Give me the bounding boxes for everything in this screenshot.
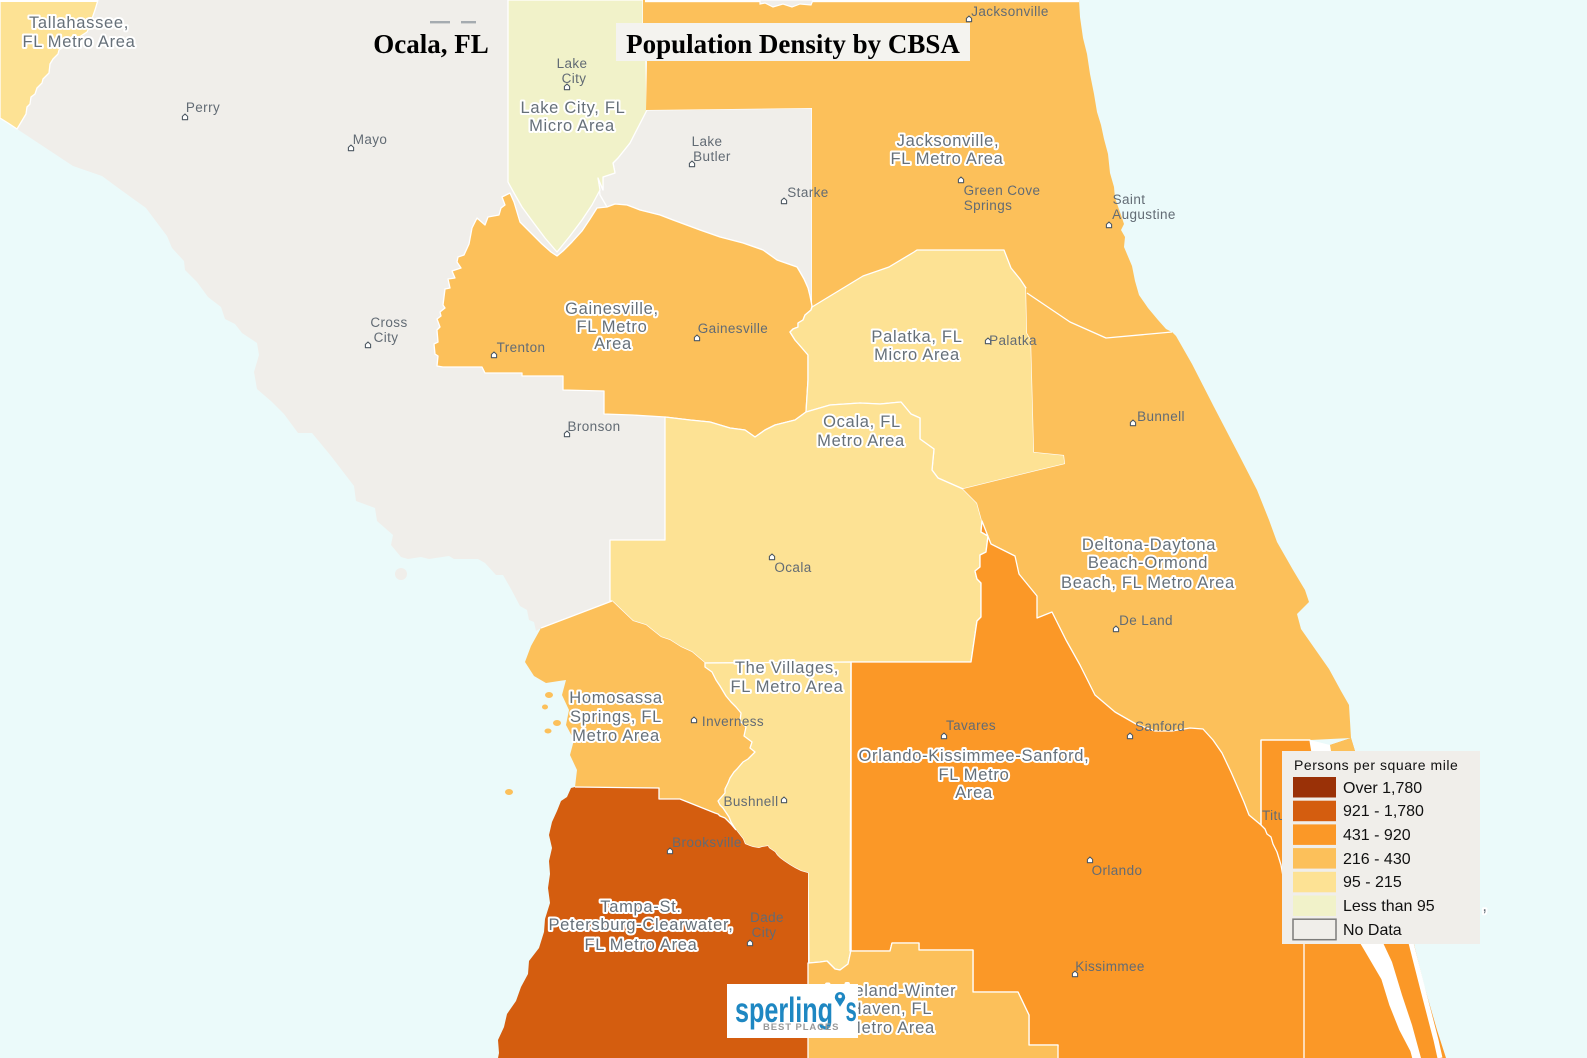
svg-text:Lake: Lake [557, 56, 588, 71]
svg-text:Over 1,780: Over 1,780 [1343, 780, 1422, 797]
svg-text:Mayo: Mayo [353, 132, 388, 147]
svg-text:Gainesville,: Gainesville, [565, 300, 659, 318]
svg-text:Palatka: Palatka [989, 333, 1037, 348]
svg-text:sperling: sperling [735, 991, 833, 1030]
svg-text:Beach-Ormond: Beach-Ormond [1088, 554, 1208, 572]
svg-text:s: s [846, 990, 857, 1029]
svg-text:FL Metro Area: FL Metro Area [22, 33, 135, 51]
svg-text:Metro Area: Metro Area [572, 727, 660, 745]
svg-text:Springs: Springs [964, 198, 1013, 213]
svg-text:Micro Area: Micro Area [529, 117, 615, 135]
svg-text:The Villages,: The Villages, [735, 659, 839, 677]
svg-text:Tampa-St.: Tampa-St. [600, 898, 682, 916]
svg-text:Springs, FL: Springs, FL [570, 708, 662, 726]
svg-text:Bunnell: Bunnell [1137, 409, 1185, 424]
svg-text:Sanford: Sanford [1135, 719, 1185, 734]
svg-text:Green Cove: Green Cove [964, 183, 1041, 198]
svg-text:Orlando: Orlando [1092, 863, 1143, 878]
svg-text:FL Metro Area: FL Metro Area [730, 678, 843, 696]
svg-text:Ocala, FL: Ocala, FL [373, 29, 489, 59]
svg-text:City: City [374, 330, 399, 345]
svg-text:FL Metro: FL Metro [938, 766, 1009, 784]
svg-text:Bushnell: Bushnell [724, 794, 779, 809]
svg-text:Perry: Perry [186, 100, 220, 115]
svg-text:City: City [752, 925, 777, 940]
svg-text:Metro Area: Metro Area [847, 1019, 935, 1037]
svg-text:216 - 430: 216 - 430 [1343, 851, 1411, 868]
svg-text:Ocala, FL: Ocala, FL [823, 413, 901, 431]
svg-text:Orlando-Kissimmee-Sanford,: Orlando-Kissimmee-Sanford, [859, 747, 1090, 765]
svg-text:Butler: Butler [693, 149, 731, 164]
svg-text:Trenton: Trenton [497, 340, 546, 355]
svg-text:Area: Area [955, 784, 993, 802]
svg-text:Persons per square mile: Persons per square mile [1294, 757, 1458, 773]
svg-text:Less than 95: Less than 95 [1343, 898, 1435, 915]
svg-text:Gainesville: Gainesville [698, 321, 768, 336]
svg-text:Petersburg-Clearwater,: Petersburg-Clearwater, [548, 916, 733, 934]
svg-text:FL Metro Area: FL Metro Area [890, 150, 1003, 168]
svg-text:Micro Area: Micro Area [874, 346, 960, 364]
svg-text:Dade: Dade [750, 910, 784, 925]
svg-text:Population Density by CBSA: Population Density by CBSA [626, 29, 960, 59]
svg-text:431 - 920: 431 - 920 [1343, 827, 1411, 844]
svg-text:Jacksonville,: Jacksonville, [897, 132, 1000, 150]
svg-text:Kissimmee: Kissimmee [1075, 959, 1145, 974]
svg-text:Metro Area: Metro Area [817, 432, 905, 450]
svg-text:FL Metro: FL Metro [576, 318, 647, 336]
svg-text:BEST PLACES: BEST PLACES [763, 1022, 839, 1033]
svg-text:Deltona-Daytona: Deltona-Daytona [1082, 536, 1216, 554]
svg-text:Haven, FL: Haven, FL [850, 1000, 932, 1018]
svg-text:Saint: Saint [1113, 192, 1146, 207]
svg-text:Homosassa: Homosassa [569, 689, 663, 707]
svg-text:No Data: No Data [1343, 922, 1402, 939]
svg-text:Beach, FL Metro Area: Beach, FL Metro Area [1061, 574, 1235, 592]
svg-text:FL Metro Area: FL Metro Area [584, 936, 697, 954]
svg-text:Lake City, FL: Lake City, FL [520, 99, 625, 117]
svg-text:Area: Area [594, 335, 632, 353]
svg-text:Bronson: Bronson [567, 419, 620, 434]
svg-text:921 - 1,780: 921 - 1,780 [1343, 803, 1424, 820]
svg-text:Ocala: Ocala [774, 560, 811, 575]
svg-text:De Land: De Land [1119, 613, 1173, 628]
svg-text:Starke: Starke [787, 185, 828, 200]
svg-text:95 - 215: 95 - 215 [1343, 874, 1402, 891]
svg-text:Inverness: Inverness [702, 714, 764, 729]
svg-text:Jacksonville: Jacksonville [971, 4, 1049, 19]
svg-text:Augustine: Augustine [1112, 207, 1176, 222]
svg-text:Lake: Lake [692, 134, 723, 149]
svg-text:,: , [1482, 897, 1487, 915]
svg-text:Tavares: Tavares [946, 718, 996, 733]
svg-text:Palatka, FL: Palatka, FL [871, 328, 962, 346]
svg-text:City: City [562, 71, 587, 86]
svg-text:Cross: Cross [370, 315, 407, 330]
svg-text:Tallahassee,: Tallahassee, [29, 14, 129, 32]
svg-text:Brooksville: Brooksville [672, 835, 742, 850]
